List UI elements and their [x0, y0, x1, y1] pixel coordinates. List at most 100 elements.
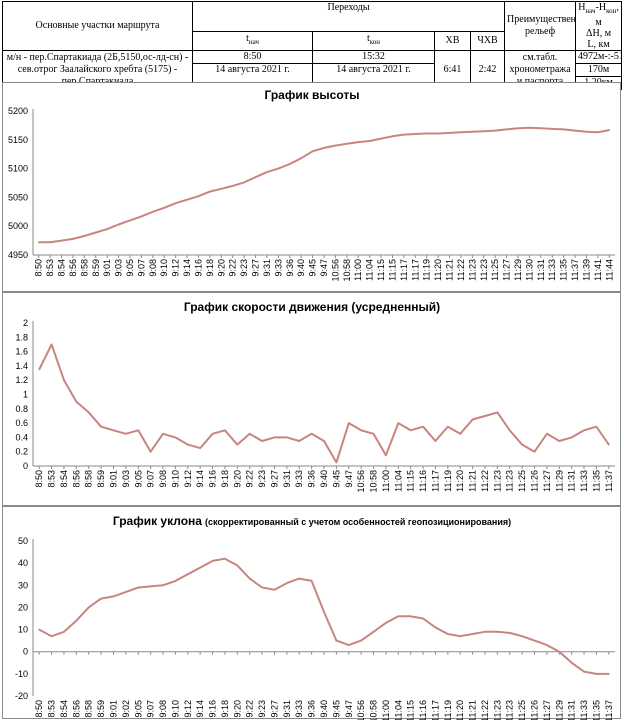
y-tick-label: 1.8	[15, 332, 28, 342]
data-point	[385, 622, 387, 624]
chart-title: График уклона (скорректированный с учетом…	[113, 514, 511, 528]
data-point	[597, 131, 599, 134]
height-header: Hнач-Hкон, м ΔH, м L, км	[575, 1, 623, 51]
data-point	[459, 433, 462, 435]
x-tick-label: 9:40	[296, 259, 306, 277]
data-point	[528, 126, 531, 129]
data-point	[540, 127, 542, 130]
data-point	[460, 131, 462, 134]
x-tick-label: 9:36	[285, 259, 295, 277]
x-tick-label: 11:30	[524, 259, 534, 281]
x-tick-label: 11:23	[467, 259, 477, 281]
x-tick-label: 11:22	[480, 470, 490, 492]
x-tick-label: 9:27	[251, 259, 261, 277]
x-tick-label: 11:31	[567, 470, 577, 492]
x-tick-label: 9:05	[133, 700, 143, 718]
data-point	[360, 639, 362, 642]
data-point	[289, 163, 291, 165]
x-tick-label: 9:45	[331, 470, 341, 488]
data-point	[608, 443, 610, 446]
x-tick-label: 11:15	[376, 259, 386, 281]
data-point	[551, 128, 553, 130]
data-point	[484, 415, 486, 417]
data-point	[186, 198, 188, 201]
x-tick-label: 11:21	[468, 470, 478, 492]
x-tick-label: 9:08	[158, 470, 168, 488]
data-point	[311, 150, 314, 153]
data-point	[414, 133, 417, 135]
data-point	[409, 615, 412, 618]
data-point	[368, 140, 371, 142]
x-tick-label: 11:35	[591, 700, 601, 720]
data-point	[533, 639, 536, 642]
data-point	[163, 207, 165, 209]
chxv-header: ЧХВ	[469, 30, 506, 52]
x-tick-label: 9:47	[344, 470, 354, 488]
data-point	[397, 422, 400, 424]
data-point	[583, 670, 585, 673]
x-tick-label: 8:50	[34, 470, 44, 488]
data-point	[199, 566, 201, 569]
data-point	[174, 580, 177, 582]
x-tick-label: 9:22	[245, 470, 255, 488]
data-point	[224, 557, 226, 560]
x-tick-label: 11:20	[455, 700, 465, 720]
x-tick-label: 9:16	[208, 700, 218, 718]
data-point	[300, 157, 303, 159]
data-point	[508, 429, 511, 432]
t-end-header: tкон	[312, 30, 435, 52]
x-tick-label: 9:05	[125, 259, 135, 277]
data-point	[422, 425, 424, 428]
data-point	[471, 633, 474, 635]
y-tick-label: 0	[23, 461, 28, 471]
x-tick-label: 11:00	[381, 700, 391, 720]
data-point	[380, 137, 382, 140]
xv-header: ХВ	[434, 30, 471, 52]
x-tick-label: 9:47	[319, 259, 329, 277]
x-tick-label: 11:17	[399, 259, 409, 281]
x-tick-label: 9:22	[245, 700, 255, 718]
x-tick-label: 9:27	[269, 470, 279, 488]
x-tick-label: 8:54	[57, 259, 67, 277]
data-point	[346, 143, 348, 145]
x-tick-label: 8:50	[34, 700, 44, 718]
y-tick-label: 4950	[8, 250, 28, 260]
x-tick-label: 9:16	[193, 259, 203, 277]
y-tick-label: 1	[23, 390, 28, 400]
data-point	[323, 440, 325, 442]
data-point	[152, 211, 154, 213]
x-tick-label: 8:56	[71, 470, 81, 488]
x-tick-label: 9:20	[216, 259, 226, 277]
x-tick-label: 9:18	[220, 470, 230, 488]
x-tick-label: 9:10	[170, 700, 180, 718]
data-point	[63, 631, 65, 633]
series-line	[38, 126, 610, 244]
x-tick-label: 9:05	[133, 470, 143, 488]
x-tick-label: 11:27	[502, 259, 512, 281]
data-point	[261, 586, 263, 589]
data-point	[608, 673, 610, 675]
data-point	[562, 128, 565, 131]
data-point	[334, 144, 337, 147]
t-start-header: tнач	[192, 30, 313, 52]
x-tick-label: 8:59	[96, 700, 106, 718]
x-tick-label: 8:59	[91, 259, 101, 277]
data-point	[494, 129, 497, 132]
y-tick-label: 2	[23, 318, 28, 328]
y-tick-label: 0	[23, 647, 28, 657]
data-point	[63, 379, 65, 381]
data-point	[50, 343, 53, 346]
data-point	[323, 611, 325, 613]
data-point	[72, 238, 74, 240]
data-point	[95, 231, 97, 234]
data-point	[434, 440, 437, 442]
x-tick-label: 11:31	[536, 259, 546, 281]
x-tick-label: 9:03	[114, 259, 124, 277]
x-tick-label: 10:56	[356, 470, 366, 493]
data-point	[484, 631, 486, 633]
y-tick-label: 0.6	[15, 418, 28, 428]
data-point	[574, 129, 576, 132]
data-point	[608, 129, 611, 131]
data-point	[348, 422, 350, 424]
chart-title: График скорости движения (усредненный)	[184, 300, 440, 314]
